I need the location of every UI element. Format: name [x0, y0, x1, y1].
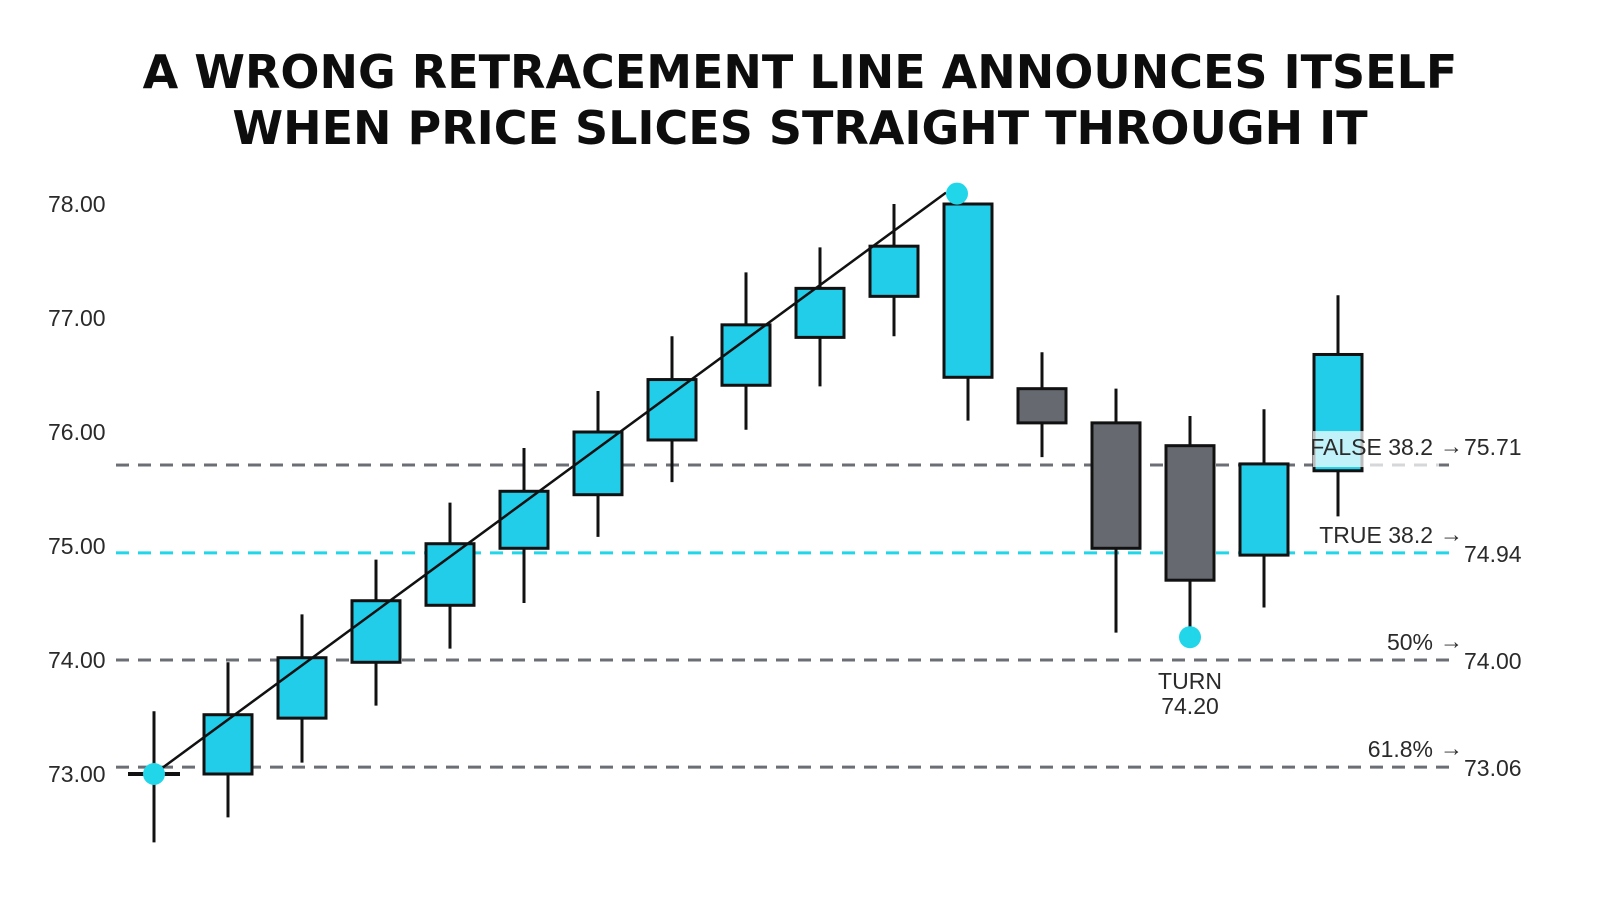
- y-tick-label: 76.00: [48, 419, 106, 445]
- turn-label: TURN: [1158, 668, 1222, 694]
- candle-body: [202, 713, 254, 776]
- candle-body: [276, 656, 328, 720]
- arrow-right-icon: →: [1440, 735, 1463, 761]
- y-axis-ticks: 78.00 77.00 76.00 75.00 74.00 73.00: [48, 191, 106, 787]
- y-tick-label: 77.00: [48, 305, 106, 331]
- candle: [350, 559, 402, 706]
- candle-body: [646, 378, 698, 442]
- candle: [1312, 295, 1364, 517]
- candle-body: [720, 323, 772, 387]
- candle: [1016, 352, 1068, 458]
- candle-body: [1238, 462, 1290, 557]
- candle: [202, 662, 254, 818]
- level-value-true382: 74.94: [1464, 541, 1522, 567]
- level-label-sixtyone: 61.8%: [1368, 736, 1433, 762]
- level-value-fifty: 74.00: [1464, 648, 1522, 674]
- turn-value: 74.20: [1161, 693, 1219, 719]
- candle: [646, 336, 698, 483]
- level-value-sixtyone: 73.06: [1464, 755, 1522, 781]
- candle-body: [794, 286, 846, 339]
- candle: [794, 247, 846, 387]
- candle: [942, 202, 994, 421]
- candle: [868, 204, 920, 337]
- candle-body: [498, 489, 550, 550]
- candle: [1090, 388, 1142, 633]
- candle-body: [350, 599, 402, 664]
- arrow-right-icon: →: [1440, 628, 1463, 654]
- candle: [424, 502, 476, 649]
- y-tick-label: 75.00: [48, 533, 106, 559]
- swing-low-dot: [143, 763, 165, 785]
- swing-high-dot: [946, 182, 968, 205]
- candle: [498, 447, 550, 603]
- candle-body: [942, 202, 994, 379]
- candle-body: [424, 542, 476, 607]
- swing-line: [143, 182, 1201, 785]
- y-tick-label: 73.00: [48, 761, 106, 787]
- candles: [128, 202, 1364, 843]
- swing-trend-line: [153, 191, 947, 776]
- chart-title: A WRONG RETRACEMENT LINE ANNOUNCES ITSEL…: [0, 44, 1600, 156]
- candle-body: [1164, 444, 1216, 582]
- level-label-false382: FALSE 38.2: [1310, 434, 1433, 460]
- candle-body: [868, 244, 920, 298]
- level-label-true382: TRUE 38.2: [1319, 522, 1433, 548]
- y-tick-label: 74.00: [48, 647, 106, 673]
- candle: [276, 614, 328, 763]
- candle-body: [572, 430, 624, 497]
- candle: [1238, 409, 1290, 608]
- level-label-fifty: 50%: [1387, 629, 1433, 655]
- candle: [572, 390, 624, 537]
- arrow-right-icon: →: [1440, 521, 1463, 547]
- candle-body: [1090, 421, 1142, 550]
- chart-title-line-2: WHEN PRICE SLICES STRAIGHT THROUGH IT: [232, 101, 1368, 155]
- candle-body: [1016, 387, 1068, 425]
- turn-dot: [1179, 626, 1201, 649]
- y-tick-label: 78.00: [48, 191, 106, 217]
- chart-title-line-1: A WRONG RETRACEMENT LINE ANNOUNCES ITSEL…: [142, 45, 1458, 99]
- arrow-right-icon: →: [1440, 433, 1463, 459]
- candle: [720, 272, 772, 430]
- level-label-backdrop: [1313, 431, 1439, 468]
- retracement-levels: [116, 463, 1458, 769]
- candle: [1164, 416, 1216, 638]
- level-value-false382: 75.71: [1464, 434, 1522, 460]
